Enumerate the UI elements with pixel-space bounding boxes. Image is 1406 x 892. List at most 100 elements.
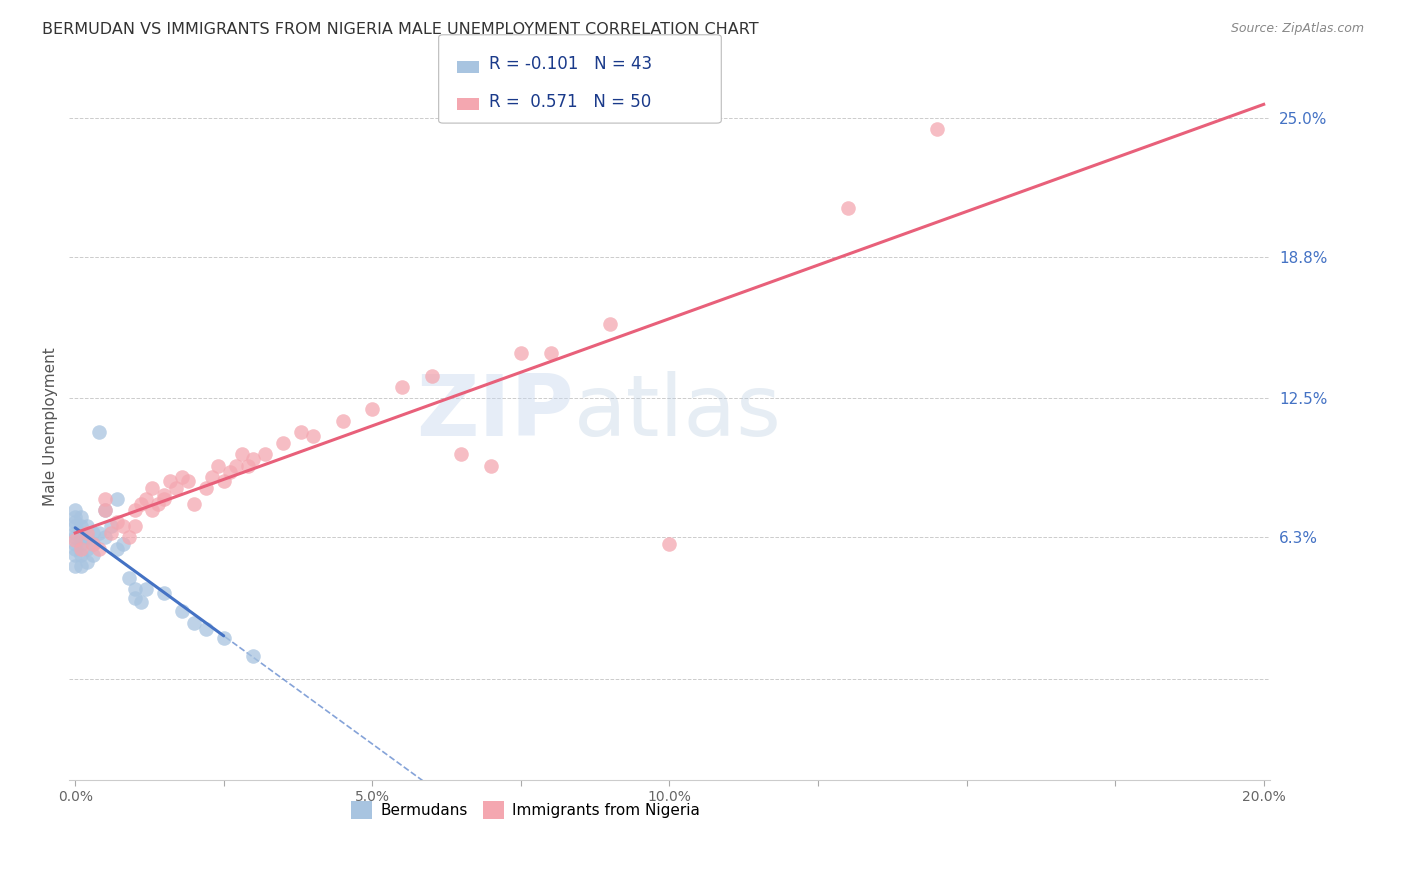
Point [183, 497, 205, 511]
Point [129, 595, 152, 609]
Point [218, 465, 240, 479]
Point [129, 497, 152, 511]
Point [76, 525, 98, 540]
Point [70, 519, 93, 533]
Point [925, 122, 948, 136]
Point [479, 458, 502, 473]
Point [70, 525, 93, 540]
Point [124, 503, 146, 517]
Point [94, 530, 117, 544]
Point [70, 559, 93, 574]
Point [87, 525, 110, 540]
Point [837, 201, 859, 215]
Point [87, 541, 110, 556]
Point [135, 582, 157, 596]
Text: Source: ZipAtlas.com: Source: ZipAtlas.com [1230, 22, 1364, 36]
Point [141, 481, 163, 495]
Point [135, 492, 157, 507]
Point [290, 425, 312, 439]
Point [70, 530, 93, 544]
Point [63, 537, 86, 551]
Point [124, 591, 146, 605]
Text: atlas: atlas [574, 371, 782, 454]
Point [111, 537, 134, 551]
Point [236, 458, 259, 473]
Point [63, 510, 86, 524]
Point [242, 649, 264, 664]
Point [658, 537, 681, 551]
Point [76, 541, 98, 556]
Point [153, 586, 176, 600]
Point [361, 402, 384, 417]
Point [254, 447, 277, 461]
Point [242, 451, 264, 466]
Point [177, 475, 200, 489]
Y-axis label: Male Unemployment: Male Unemployment [44, 347, 58, 506]
Point [183, 615, 205, 630]
Point [118, 530, 141, 544]
Point [105, 492, 128, 507]
Point [94, 492, 117, 507]
Point [231, 447, 253, 461]
Point [70, 541, 93, 556]
Point [63, 503, 86, 517]
Point [94, 503, 117, 517]
Point [153, 492, 176, 507]
Point [82, 549, 104, 563]
Point [100, 525, 122, 540]
Point [201, 469, 224, 483]
Point [302, 429, 325, 443]
Text: ZIP: ZIP [416, 371, 574, 454]
Point [118, 571, 141, 585]
Point [63, 519, 86, 533]
Point [194, 481, 217, 495]
Point [105, 515, 128, 529]
Point [332, 414, 354, 428]
Point [63, 559, 86, 574]
Point [172, 604, 194, 618]
Point [70, 549, 93, 563]
Point [212, 475, 235, 489]
Point [124, 582, 146, 596]
Text: R = -0.101   N = 43: R = -0.101 N = 43 [489, 55, 652, 73]
Point [63, 515, 86, 529]
Point [225, 458, 247, 473]
Point [509, 346, 531, 360]
Point [82, 525, 104, 540]
Point [94, 503, 117, 517]
Point [111, 519, 134, 533]
Point [172, 469, 194, 483]
Point [82, 537, 104, 551]
Legend: Bermudans, Immigrants from Nigeria: Bermudans, Immigrants from Nigeria [344, 795, 706, 825]
Point [165, 481, 187, 495]
Point [87, 425, 110, 439]
Point [450, 447, 472, 461]
Point [141, 503, 163, 517]
Point [153, 488, 176, 502]
Point [540, 346, 562, 360]
Point [194, 623, 217, 637]
Point [159, 475, 181, 489]
Point [63, 533, 86, 547]
Point [63, 525, 86, 540]
Point [76, 519, 98, 533]
Point [63, 541, 86, 556]
Point [76, 555, 98, 569]
Point [271, 436, 294, 450]
Point [76, 530, 98, 544]
Point [148, 497, 170, 511]
Point [82, 537, 104, 551]
Point [207, 458, 229, 473]
Point [420, 368, 443, 383]
Point [63, 530, 86, 544]
Text: R =  0.571   N = 50: R = 0.571 N = 50 [489, 93, 651, 112]
Point [100, 519, 122, 533]
Point [70, 537, 93, 551]
Point [599, 317, 621, 331]
Point [63, 549, 86, 563]
Point [391, 380, 413, 394]
Point [105, 541, 128, 556]
Point [124, 519, 146, 533]
Text: BERMUDAN VS IMMIGRANTS FROM NIGERIA MALE UNEMPLOYMENT CORRELATION CHART: BERMUDAN VS IMMIGRANTS FROM NIGERIA MALE… [42, 22, 759, 37]
Point [212, 632, 235, 646]
